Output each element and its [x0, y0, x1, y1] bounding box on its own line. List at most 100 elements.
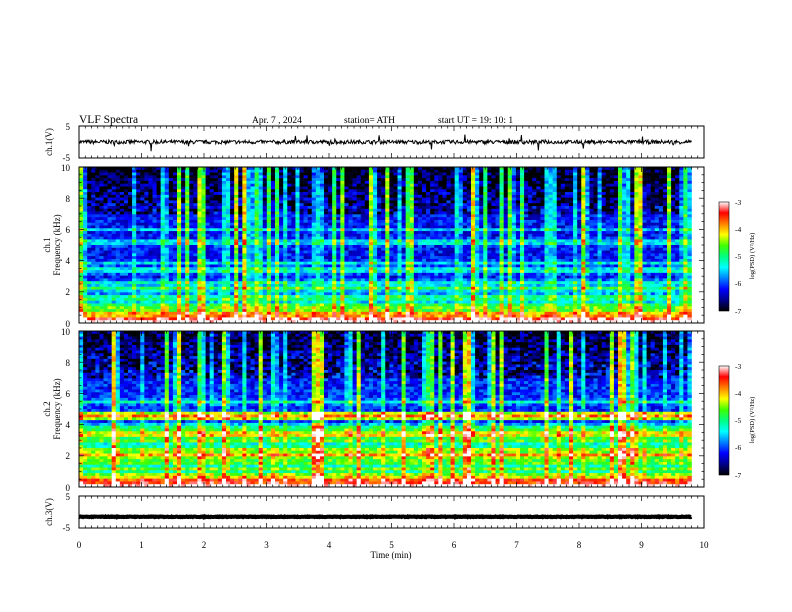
spectrogram-cell	[393, 189, 398, 193]
spectrogram-cell	[417, 167, 423, 171]
spectrogram-cell	[634, 247, 639, 251]
spectrogram-cell	[597, 186, 602, 190]
spectrogram-cell	[471, 175, 476, 179]
spectrogram-cell	[83, 219, 88, 224]
spectrogram-cell	[442, 245, 447, 249]
spectrogram-cell	[234, 178, 239, 182]
spectrogram-cell	[115, 253, 121, 257]
spectrogram-cell	[544, 203, 549, 207]
spectrogram-cell	[548, 250, 553, 254]
spectrogram-cell	[458, 256, 464, 260]
spectrogram-cell	[524, 203, 529, 207]
spectrogram-cell	[454, 172, 460, 176]
spectrogram-cell	[111, 206, 117, 210]
spectrogram-cell	[667, 231, 672, 235]
spectrogram-cell	[630, 247, 635, 251]
spectrogram-cell	[119, 203, 125, 207]
spectrogram-cell	[422, 236, 427, 240]
spectrogram-cell	[515, 225, 521, 229]
spectrogram-cell	[360, 172, 366, 176]
spectrogram-cell	[95, 231, 100, 235]
spectrogram-cell	[622, 175, 627, 179]
spectrogram-cell	[368, 219, 374, 224]
spectrogram-cell	[160, 172, 166, 176]
spectrogram-cell	[201, 231, 206, 235]
spectrogram-cell	[409, 242, 415, 246]
spectrogram-cell	[111, 258, 117, 263]
spectrogram-cell	[679, 245, 684, 249]
spectrogram-cell	[226, 245, 231, 249]
spectrogram-cell	[238, 214, 243, 218]
spectrogram-cell	[520, 167, 525, 171]
spectrogram-cell	[671, 183, 676, 187]
spectrogram-cell	[646, 180, 651, 185]
spectrogram-cell	[507, 197, 513, 201]
spectrogram-cell	[609, 189, 615, 193]
spectrogram-cell	[671, 167, 676, 171]
spectrogram-cell	[205, 242, 210, 246]
spectrogram-cell	[230, 231, 235, 235]
spectrogram-cell	[95, 233, 100, 237]
spectrogram-cell	[352, 200, 357, 204]
spectrogram-cell	[446, 239, 451, 243]
spectrogram-cell	[658, 167, 664, 171]
spectrogram-cell	[687, 242, 692, 246]
spectrogram-cell	[564, 242, 570, 246]
spectrogram-cell	[115, 217, 121, 221]
spectrogram-cell	[270, 228, 276, 232]
spectrogram-cell	[654, 169, 660, 173]
spectrogram-cell	[152, 228, 157, 232]
spectrogram-cell	[667, 233, 672, 237]
spectrogram-cell	[377, 189, 382, 193]
spectrogram-cell	[385, 217, 390, 221]
spectrogram-cell	[352, 239, 357, 243]
spectrogram-cell	[564, 200, 570, 204]
spectrogram-cell	[422, 239, 427, 243]
spectrogram-cell	[328, 217, 333, 221]
spectrogram-cell	[328, 231, 333, 235]
spectrogram-cell	[564, 219, 570, 224]
spectrogram-cell	[471, 228, 476, 232]
spectrogram-cell	[373, 186, 378, 190]
spectrogram-cell	[417, 236, 423, 240]
spectrogram-cell	[499, 236, 504, 240]
spectrogram-cell	[667, 183, 672, 187]
spectrogram-cell	[634, 219, 639, 224]
spectrogram-cell	[266, 180, 272, 185]
spectrogram-cell	[185, 253, 190, 257]
spectrogram-cell	[217, 178, 223, 182]
spectrogram-cell	[107, 214, 112, 218]
spectrogram-cell	[266, 211, 272, 215]
spectrogram-cell	[213, 219, 219, 224]
spectrogram-cell	[381, 247, 386, 251]
spectrogram-cell	[291, 228, 296, 232]
spectrogram-cell	[618, 214, 623, 218]
spectrogram-cell	[140, 250, 145, 254]
spectrogram-cell	[270, 211, 276, 215]
spectrogram-cell	[152, 183, 157, 187]
spectrogram-cell	[532, 186, 537, 190]
spectrogram-cell	[426, 225, 431, 229]
spectrogram-cell	[397, 211, 402, 215]
spectrogram-cell	[454, 233, 460, 237]
spectrogram-cell	[654, 228, 660, 232]
spectrogram-cell	[634, 231, 639, 235]
spectrogram-cell	[417, 194, 423, 198]
spectrogram-cell	[434, 194, 439, 198]
spectrogram-cell	[507, 242, 513, 246]
spectrogram-cell	[479, 172, 484, 176]
spectrogram-cell	[626, 233, 631, 237]
spectrogram-cell	[107, 247, 112, 251]
spectrogram-cell	[593, 189, 598, 193]
spectrogram-cell	[479, 178, 484, 182]
spectrogram-cell	[397, 253, 402, 257]
spectrogram-cell	[213, 197, 219, 201]
spectrogram-cell	[111, 225, 117, 229]
spectrogram-cell	[573, 203, 578, 207]
spectrogram-cell	[658, 178, 664, 182]
spectrogram-cell	[262, 247, 268, 251]
spectrogram-cell	[581, 197, 586, 201]
spectrogram-cell	[593, 197, 598, 201]
spectrogram-cell	[524, 206, 529, 210]
spectrogram-cell	[164, 250, 170, 254]
